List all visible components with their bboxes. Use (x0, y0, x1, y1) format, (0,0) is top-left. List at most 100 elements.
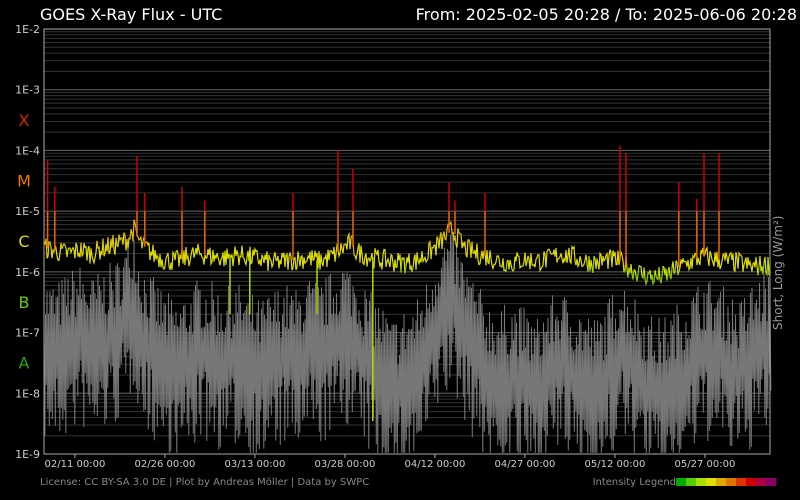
long-flux-series (630, 263, 633, 275)
intensity-legend-bar (676, 478, 777, 486)
y-tick-label: 1E-8 (15, 387, 40, 400)
long-flux-series (103, 237, 109, 257)
long-flux-series (439, 232, 443, 250)
flare-class-m: M (17, 171, 31, 190)
x-axis-ticks: 02/11 00:00 02/26 00:00 03/13 00:00 03/28 0… (44, 454, 735, 470)
long-flux-series (638, 265, 643, 277)
flare-class-labels: X M C B A (17, 111, 31, 373)
y-tick-label: 1E-7 (15, 327, 40, 340)
long-flux-series (472, 243, 507, 273)
y-tick-label: 1E-9 (15, 448, 40, 461)
flare-class-a: A (19, 354, 30, 373)
legend-swatch (676, 478, 687, 486)
long-flux-series (412, 242, 430, 270)
long-flux-series (644, 269, 651, 287)
long-flux-series (677, 271, 680, 276)
long-flux-series (347, 231, 351, 250)
long-flux-series (349, 237, 352, 250)
legend-swatch (696, 478, 707, 486)
long-flux-series (400, 257, 403, 273)
long-flux-series (123, 232, 127, 251)
long-flux-series (128, 219, 143, 249)
long-flux-series (50, 242, 62, 261)
long-flux-series (623, 270, 626, 273)
x-tick-label: 02/11 00:00 (44, 459, 105, 470)
long-flux-series (411, 267, 414, 273)
plot-frame (43, 28, 771, 455)
legend-swatch (736, 478, 747, 486)
long-flux-series (633, 269, 637, 276)
long-flux-series (112, 235, 115, 251)
flare-class-c: C (18, 232, 29, 251)
long-flux-series (593, 249, 625, 273)
footer-credits: License: CC BY-SA 3.0 DE | Plot by Andre… (40, 477, 369, 488)
long-flux-series (662, 265, 666, 276)
long-flux-series (658, 267, 661, 280)
long-flux-series (96, 240, 99, 249)
long-flux-series (655, 267, 660, 281)
long-flux-series (461, 240, 466, 249)
long-flux-series (80, 242, 83, 257)
chart-title: GOES X-Ray Flux - UTC (40, 5, 222, 24)
long-flux-series (48, 240, 52, 248)
long-flux-series (758, 255, 764, 275)
long-flux-series (465, 239, 469, 258)
long-flux-series (668, 266, 671, 276)
legend-swatch (766, 478, 777, 486)
long-flux-series (61, 242, 82, 259)
long-flux-series (671, 261, 675, 274)
legend-swatch (726, 478, 737, 486)
long-flux-series (46, 241, 50, 259)
long-flux-series (116, 234, 120, 248)
legend-swatch (686, 478, 697, 486)
long-flux-series (678, 246, 759, 276)
long-flux-series (467, 239, 471, 245)
long-flux-series (118, 234, 124, 245)
long-flux-series (108, 238, 112, 254)
long-flux-series (353, 243, 402, 273)
y-axis-ticks: 1E-2 1E-3 1E-4 1E-5 1E-6 1E-7 1E-8 1E-9 (15, 23, 40, 461)
y-tick-label: 1E-5 (15, 205, 40, 218)
long-flux-series (471, 241, 474, 254)
long-flux-series (675, 260, 679, 276)
x-tick-label: 04/27 00:00 (494, 459, 555, 470)
legend-swatch (706, 478, 717, 486)
long-flux-series (469, 241, 473, 258)
flare-class-x: X (19, 111, 30, 130)
long-flux-series (765, 257, 769, 277)
long-flux-series (401, 256, 406, 274)
long-flux-series (588, 256, 594, 274)
long-flux-series (757, 266, 760, 276)
long-flux-series (438, 236, 441, 249)
y-tick-label: 1E-2 (15, 23, 40, 36)
long-flux-series (113, 237, 117, 255)
x-tick-label: 02/26 00:00 (134, 459, 195, 470)
long-flux-series (115, 237, 118, 246)
x-tick-label: 04/12 00:00 (404, 459, 465, 470)
y-tick-label: 1E-3 (15, 84, 40, 97)
long-flux-series (650, 270, 656, 286)
x-tick-label: 03/28 00:00 (314, 459, 375, 470)
x-tick-label: 03/13 00:00 (224, 459, 285, 470)
plot-area (43, 145, 772, 453)
long-flux-series (643, 267, 646, 278)
long-flux-series (441, 234, 444, 250)
long-flux-series (506, 244, 589, 273)
long-flux-series (631, 269, 635, 280)
long-flux-series (436, 236, 440, 249)
long-flux-series (404, 266, 407, 274)
long-flux-series (641, 267, 645, 280)
legend-swatch (716, 478, 727, 486)
time-range-label: From: 2025-02-05 20:28 / To: 2025-06-06 … (416, 5, 797, 24)
short-flux-series (43, 229, 772, 453)
long-flux-series (102, 238, 105, 257)
y-axis-label: Short, Long (W/m²) (771, 216, 785, 330)
long-flux-series (457, 228, 463, 249)
long-flux-series (464, 241, 467, 256)
long-flux-series (122, 232, 125, 245)
legend-swatch (756, 478, 767, 486)
y-tick-label: 1E-4 (15, 144, 40, 157)
legend-swatch (746, 478, 757, 486)
long-flux-series (505, 260, 508, 273)
